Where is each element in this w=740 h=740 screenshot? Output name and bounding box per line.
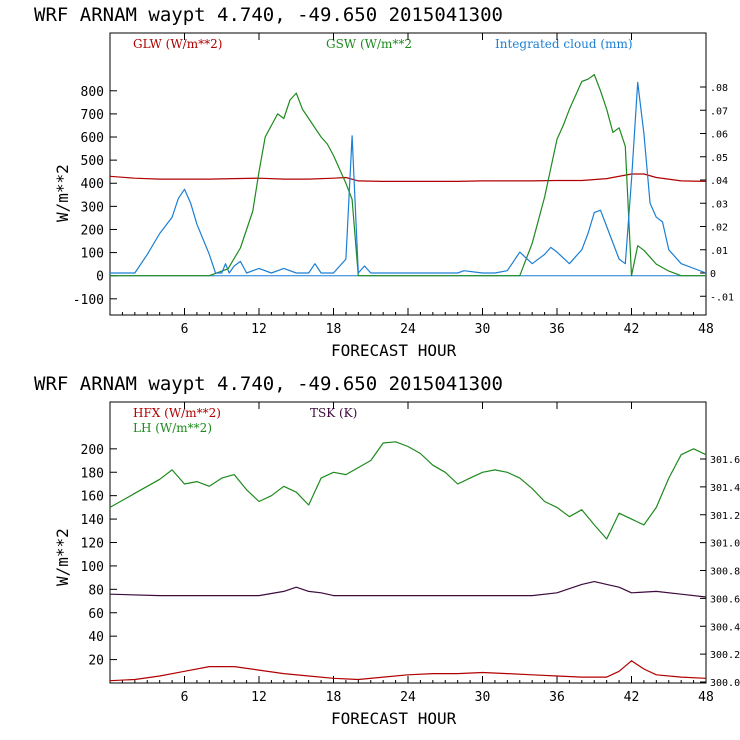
- chart2-title: WRF ARNAM waypt 4.740, -49.650 201504130…: [34, 373, 503, 395]
- chart1-ytick-label: -100: [73, 293, 104, 308]
- chart1-ylabel: W/m**2: [53, 164, 72, 222]
- chart1-xlabel: FORECAST HOUR: [331, 341, 457, 360]
- chart1-legend-gsw: GSW (W/m**2: [326, 37, 412, 51]
- chart2-legend-hfx: HFX (W/m**2): [133, 406, 221, 420]
- chart2-y2tick-label: 300.2: [710, 650, 740, 661]
- chart1-xtick-label: 6: [181, 322, 189, 337]
- chart2-ytick-label: 140: [81, 513, 104, 528]
- chart2-y2tick-label: 300.8: [710, 567, 740, 578]
- chart2-series-tsk-line: [109, 580, 707, 598]
- chart2-xlabel: FORECAST HOUR: [331, 709, 457, 728]
- chart1-xtick-label: 36: [549, 322, 565, 337]
- chart2-y2tick-label: 301.6: [710, 455, 740, 466]
- chart2-xtick-label: 42: [624, 690, 640, 705]
- chart1-y2tick-label: .05: [710, 153, 728, 164]
- chart1-xtick-label: 30: [475, 322, 491, 337]
- chart2-y2tick-label: 301.4: [710, 483, 740, 494]
- chart1-y2tick-label: .02: [710, 223, 728, 234]
- chart2-ytick-label: 80: [88, 583, 104, 598]
- chart2-ytick-label: 200: [81, 443, 104, 458]
- chart2-ytick-label: 180: [81, 466, 104, 481]
- chart2-xtick-label: 18: [326, 690, 342, 705]
- chart1-y2tick-label: -.01: [710, 292, 734, 303]
- chart2-ytick-label: 120: [81, 537, 104, 552]
- chart1-y2tick-label: .01: [710, 246, 728, 257]
- chart1-xtick-label: 12: [251, 322, 267, 337]
- chart2-series-hfx-line: [109, 660, 707, 682]
- chart1-y2tick-label: .07: [710, 106, 728, 117]
- chart2-frame: [109, 401, 707, 684]
- chart1-title: WRF ARNAM waypt 4.740, -49.650 201504130…: [34, 4, 503, 26]
- chart1-series-gsw-line: [110, 73, 706, 277]
- chart1-ytick-label: 700: [81, 108, 104, 123]
- chart1-ytick-label: 500: [81, 154, 104, 169]
- chart2-xtick-label: 36: [549, 690, 565, 705]
- chart2-xtick-label: 30: [475, 690, 491, 705]
- chart1-ytick-label: 600: [81, 131, 104, 146]
- chart1-ytick-label: 100: [81, 247, 104, 262]
- chart2-xtick-label: 12: [251, 690, 267, 705]
- chart1-series-cloud-line: [110, 81, 707, 274]
- chart1-y2tick-label: 0: [710, 269, 716, 280]
- chart2-ytick-label: 20: [88, 654, 104, 669]
- chart2-xtick-label: 6: [181, 690, 189, 705]
- chart1-legend-cloud: Integrated cloud (mm): [495, 37, 633, 51]
- chart1-y2tick-label: .03: [710, 199, 728, 210]
- chart2-y2tick-label: 300.6: [710, 594, 740, 605]
- chart2-y2tick-label: 301.0: [710, 539, 740, 550]
- chart1-xtick-label: 48: [698, 322, 714, 337]
- chart1-legend-glw: GLW (W/m**2): [133, 37, 222, 51]
- chart1-ytick-label: 800: [81, 85, 104, 100]
- chart1-xtick-label: 18: [326, 322, 342, 337]
- chart2-y2tick-label: 300.4: [710, 622, 740, 633]
- chart1-xtick-label: 42: [624, 322, 640, 337]
- chart1-ytick-label: 300: [81, 200, 104, 215]
- chart2-y2tick-label: 301.2: [710, 511, 740, 522]
- chart1-xtick-label: 24: [400, 322, 416, 337]
- chart2-legend-tsk: TSK (K): [310, 406, 357, 420]
- chart2-ytick-label: 60: [88, 607, 104, 622]
- chart1-ytick-label: 200: [81, 223, 104, 238]
- chart1-ytick-label: 0: [96, 270, 104, 285]
- chart2-legend-lh: LH (W/m**2): [133, 421, 212, 435]
- chart1-y2tick-label: .04: [710, 176, 728, 187]
- chart2-ytick-label: 160: [81, 490, 104, 505]
- chart1-y2tick-label: .06: [710, 130, 728, 141]
- chart2-y2tick-label: 300.0: [710, 678, 740, 689]
- chart1-series-glw-line: [109, 173, 707, 182]
- chart2-series-lh-line: [109, 441, 707, 540]
- chart1-ytick-label: 400: [81, 177, 104, 192]
- chart2-ytick-label: 40: [88, 630, 104, 645]
- chart2-ytick-label: 100: [81, 560, 104, 575]
- chart1-y2tick-label: .08: [710, 83, 728, 94]
- chart2-xtick-label: 24: [400, 690, 416, 705]
- chart2-ylabel: W/m**2: [53, 528, 72, 586]
- chart2-xtick-label: 48: [698, 690, 714, 705]
